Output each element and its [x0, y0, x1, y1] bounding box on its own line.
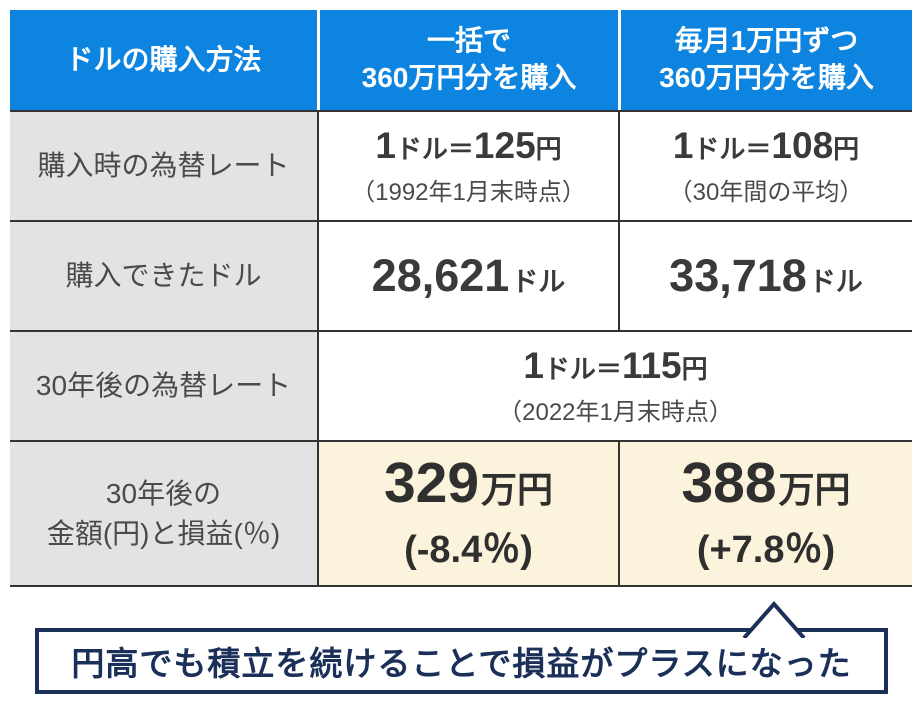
cell-dollars-lump: 28,621 ドル	[317, 220, 618, 330]
exchange-rate-value: 1 ドル＝ 115 円	[523, 345, 707, 387]
rate-note: （30年間の平均）	[668, 179, 864, 206]
cell-rate-after-30y-merged: 1 ドル＝ 115 円 （2022年1月末時点）	[317, 330, 912, 440]
dollars-unit: ドル	[511, 267, 566, 297]
dollar-purchase-comparison-table: ドルの購入方法 一括で 360万円分を購入 毎月1万円ずつ 360万円分を購入 …	[10, 10, 912, 587]
result-number: 388	[681, 451, 777, 516]
dollars-value: 33,718 ドル	[669, 250, 863, 302]
callout-box: 円高でも積立を続けることで損益がプラスになった	[35, 600, 888, 694]
rate-number: 115	[621, 345, 682, 386]
dollars-number: 33,718	[669, 250, 807, 301]
rate-number: 108	[771, 125, 834, 166]
result-amount: 388 万円	[681, 451, 851, 516]
cell-purchase-rate-lump: 1 ドル＝ 125 円 （1992年1月末時点）	[317, 110, 618, 220]
cell-dollars-monthly: 33,718 ドル	[618, 220, 912, 330]
table-header-lump-sum: 一括で 360万円分を購入	[317, 10, 618, 110]
equals-sign: ＝	[447, 134, 474, 164]
dollars-number: 28,621	[371, 250, 510, 301]
rate-note: （1992年1月末時点）	[351, 179, 586, 206]
row-label-dollars-bought: 購入できたドル	[10, 220, 317, 330]
rate-number: 1	[672, 125, 694, 166]
result-percent: (+7.8％)	[696, 528, 836, 571]
dollars-value: 28,621 ドル	[372, 250, 566, 302]
callout-arrow-icon	[742, 600, 806, 638]
exchange-rate-value: 1 ドル＝ 108 円	[673, 125, 859, 167]
rate-unit: ドル	[693, 134, 746, 164]
rate-note: （2022年1月末時点）	[498, 399, 733, 426]
row-label-rate-after-30y: 30年後の為替レート	[10, 330, 317, 440]
rate-unit: 円	[833, 134, 860, 164]
rate-unit: ドル	[395, 134, 448, 164]
rate-number: 1	[523, 345, 544, 386]
rate-number: 125	[473, 125, 536, 166]
exchange-rate-value: 1 ドル＝ 125 円	[375, 125, 561, 167]
cell-result-monthly: 388 万円 (+7.8％)	[618, 440, 912, 587]
rate-number: 1	[375, 125, 396, 166]
table-header-monthly: 毎月1万円ずつ 360万円分を購入	[618, 10, 912, 110]
equals-sign: ＝	[745, 134, 772, 164]
equals-sign: ＝	[595, 354, 622, 384]
dollars-unit: ドル	[808, 267, 863, 297]
rate-unit: 円	[681, 354, 708, 384]
rate-unit: 円	[535, 134, 562, 164]
result-unit: 万円	[778, 469, 851, 511]
table-header-method: ドルの購入方法	[10, 10, 317, 110]
callout-text: 円高でも積立を続けることで損益がプラスになった	[71, 645, 852, 682]
cell-result-lump: 329 万円 (-8.4％)	[317, 440, 618, 587]
cell-purchase-rate-monthly: 1 ドル＝ 108 円 （30年間の平均）	[618, 110, 912, 220]
result-percent: (-8.4％)	[404, 528, 533, 571]
rate-unit: ドル	[543, 354, 596, 384]
row-label-purchase-rate: 購入時の為替レート	[10, 110, 317, 220]
result-number: 329	[383, 451, 480, 516]
result-amount: 329 万円	[383, 451, 554, 516]
row-label-result: 30年後の 金額(円)と損益(％)	[10, 440, 317, 587]
result-unit: 万円	[481, 469, 554, 511]
